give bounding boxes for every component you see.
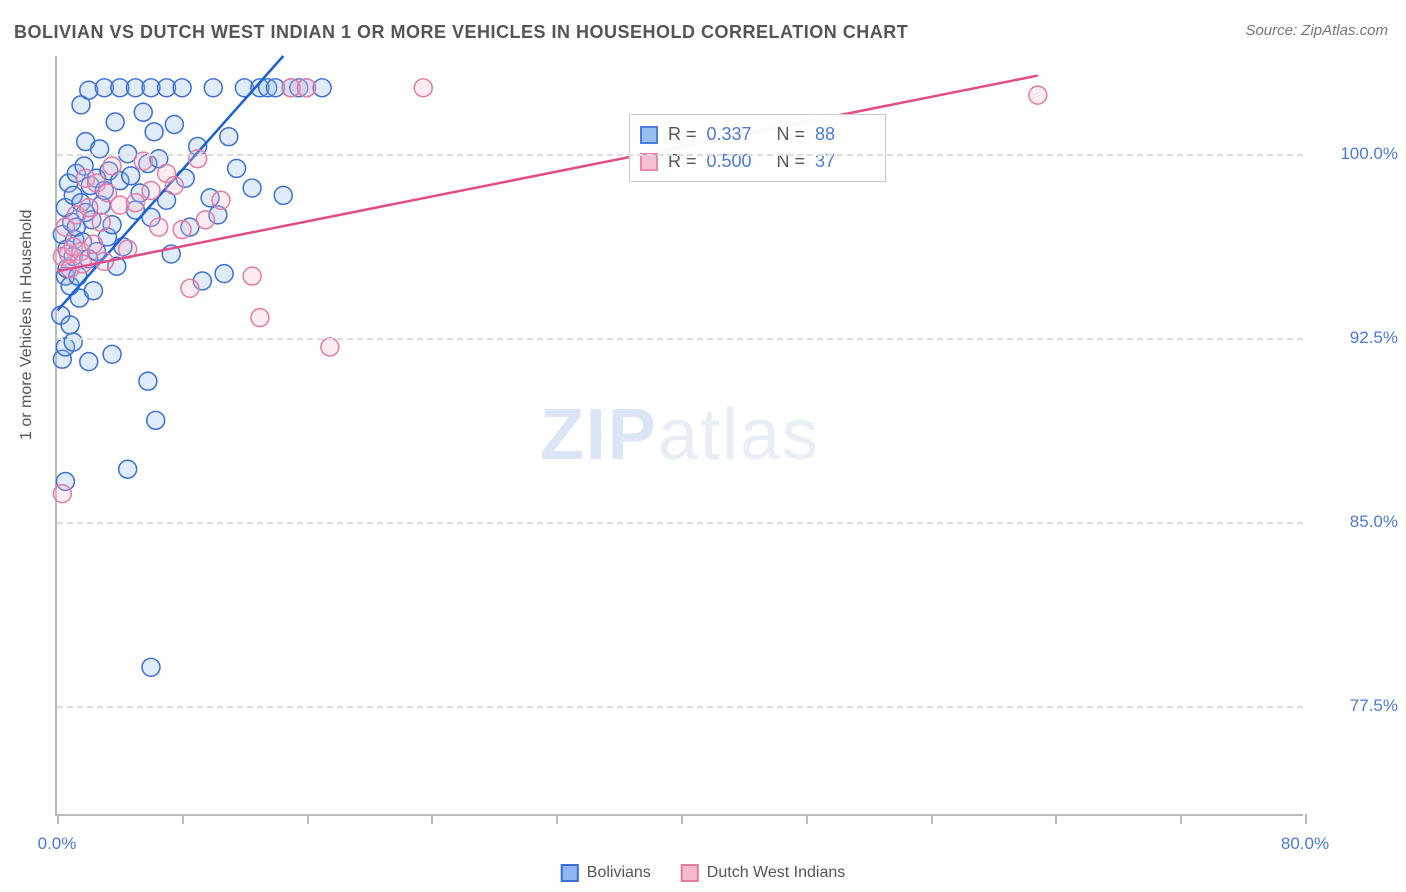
legend-swatch [681, 864, 699, 882]
data-point [84, 235, 102, 253]
data-point [103, 157, 121, 175]
data-point [298, 79, 316, 97]
n-value: 88 [815, 124, 875, 145]
legend-label: Bolivians [587, 864, 651, 882]
data-point [145, 123, 163, 141]
data-point [61, 316, 79, 334]
data-point [1029, 86, 1047, 104]
correlation-legend: R = 0.337 N = 88 R =0.500N =37 [629, 114, 886, 182]
y-tick-label: 85.0% [1313, 512, 1398, 532]
x-tick-mark [1180, 814, 1182, 824]
source-attribution: Source: ZipAtlas.com [1245, 22, 1388, 39]
x-tick-mark [307, 814, 309, 824]
data-point [142, 658, 160, 676]
data-point [204, 79, 222, 97]
data-point [228, 160, 246, 178]
data-point [53, 485, 71, 503]
data-point [119, 460, 137, 478]
x-tick-label: 80.0% [1281, 834, 1329, 854]
x-tick-mark [431, 814, 433, 824]
data-point [80, 353, 98, 371]
chart-title: BOLIVIAN VS DUTCH WEST INDIAN 1 OR MORE … [14, 22, 908, 43]
gridline [57, 522, 1303, 524]
data-point [106, 113, 124, 131]
correlation-chart: BOLIVIAN VS DUTCH WEST INDIAN 1 OR MORE … [0, 0, 1406, 892]
legend-label: Dutch West Indians [707, 864, 845, 882]
data-point [103, 345, 121, 363]
x-tick-mark [931, 814, 933, 824]
correlation-row: R =0.500N =37 [640, 148, 875, 175]
data-point [173, 221, 191, 239]
data-point [274, 186, 292, 204]
data-point [243, 179, 261, 197]
data-point [414, 79, 432, 97]
y-axis-label: 1 or more Vehicles in Household [18, 210, 36, 440]
data-point [321, 338, 339, 356]
data-point [220, 128, 238, 146]
x-tick-mark [1055, 814, 1057, 824]
data-point [173, 79, 191, 97]
correlation-row: R = 0.337 N = 88 [640, 121, 875, 148]
x-tick-mark [681, 814, 683, 824]
gridline [57, 706, 1303, 708]
r-label: R = [668, 124, 697, 145]
legend-item: Dutch West Indians [681, 864, 845, 882]
gridline [57, 338, 1303, 340]
legend-swatch [561, 864, 579, 882]
data-point [142, 182, 160, 200]
trend-line [58, 76, 1038, 272]
data-point [189, 150, 207, 168]
y-tick-label: 77.5% [1313, 696, 1398, 716]
data-point [243, 267, 261, 285]
y-tick-label: 92.5% [1313, 328, 1398, 348]
data-point [84, 282, 102, 300]
series-legend: Bolivians Dutch West Indians [561, 864, 845, 882]
data-point [215, 265, 233, 283]
x-tick-label: 0.0% [38, 834, 77, 854]
r-value: 0.337 [707, 124, 767, 145]
n-label: N = [777, 124, 806, 145]
data-point [122, 167, 140, 185]
data-point [212, 191, 230, 209]
data-point [165, 115, 183, 133]
plot-area: ZIPatlas R =0.337N =88R =0.500N =37 77.5… [55, 56, 1303, 816]
gridline [57, 154, 1303, 156]
data-point [196, 211, 214, 229]
data-point [165, 177, 183, 195]
x-tick-mark [1305, 814, 1307, 824]
data-point [80, 199, 98, 217]
data-point [181, 279, 199, 297]
data-point [147, 411, 165, 429]
x-tick-mark [556, 814, 558, 824]
legend-swatch [640, 126, 658, 144]
y-tick-label: 100.0% [1313, 144, 1398, 164]
data-point [251, 309, 269, 327]
x-tick-mark [182, 814, 184, 824]
legend-item: Bolivians [561, 864, 651, 882]
data-point [126, 194, 144, 212]
x-tick-mark [806, 814, 808, 824]
data-point [134, 103, 152, 121]
x-tick-mark [57, 814, 59, 824]
data-point [150, 218, 168, 236]
data-point [139, 372, 157, 390]
data-point [64, 333, 82, 351]
data-point [92, 213, 110, 231]
